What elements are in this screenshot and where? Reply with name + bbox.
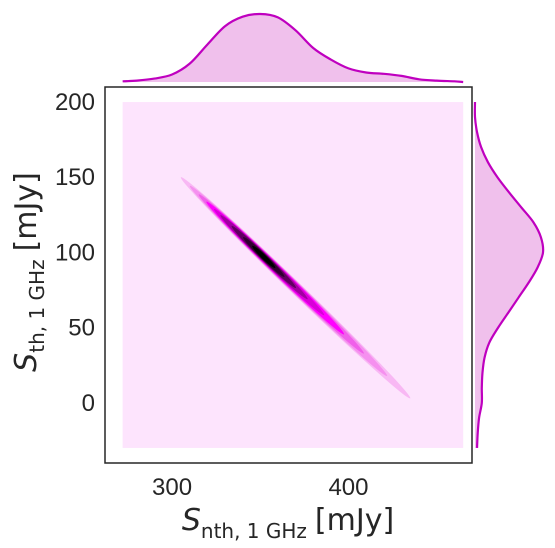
- y-axis-label: Sth, 1 GHz [mJy]: [9, 172, 49, 372]
- x-axis-label-unit: [mJy]: [315, 503, 394, 538]
- x-tick-label: 300: [152, 474, 192, 501]
- y-tick-label: 0: [82, 390, 95, 417]
- y-tick-label: 50: [68, 315, 95, 342]
- joint-density-background: [122, 102, 464, 448]
- y-tick-label: 100: [55, 239, 95, 266]
- joint-plot: 300 400 0 50 100 150 200: [55, 86, 473, 501]
- y-axis-label-symbol: S: [9, 353, 44, 372]
- density-contour-level-9: [252, 245, 276, 269]
- y-tick-labels: 0 50 100 150 200: [55, 89, 95, 417]
- marginal-y-density-fill: [474, 102, 544, 448]
- y-tick-label: 150: [55, 164, 95, 191]
- joint-density-contours: [180, 177, 411, 399]
- x-tick-labels: 300 400: [152, 474, 368, 501]
- x-axis-label-subscript: nth, 1 GHz: [201, 519, 307, 543]
- marginal-x-density-fill: [122, 13, 464, 82]
- marginal-x-density-line: [122, 12, 464, 84]
- marginal-x-plot: [122, 12, 464, 84]
- joint-axes-frame: [104, 86, 473, 464]
- y-axis-label-subscript: th, 1 GHz: [25, 259, 49, 352]
- y-tick-label: 200: [55, 89, 95, 116]
- x-tick-label: 400: [328, 474, 368, 501]
- marginal-y-density-line: [473, 102, 545, 449]
- y-axis-label-unit: [mJy]: [9, 172, 44, 251]
- x-axis-label-symbol: S: [182, 503, 201, 538]
- marginal-y-plot: [473, 102, 545, 449]
- x-axis-label: Snth, 1 GHz [mJy]: [182, 503, 394, 543]
